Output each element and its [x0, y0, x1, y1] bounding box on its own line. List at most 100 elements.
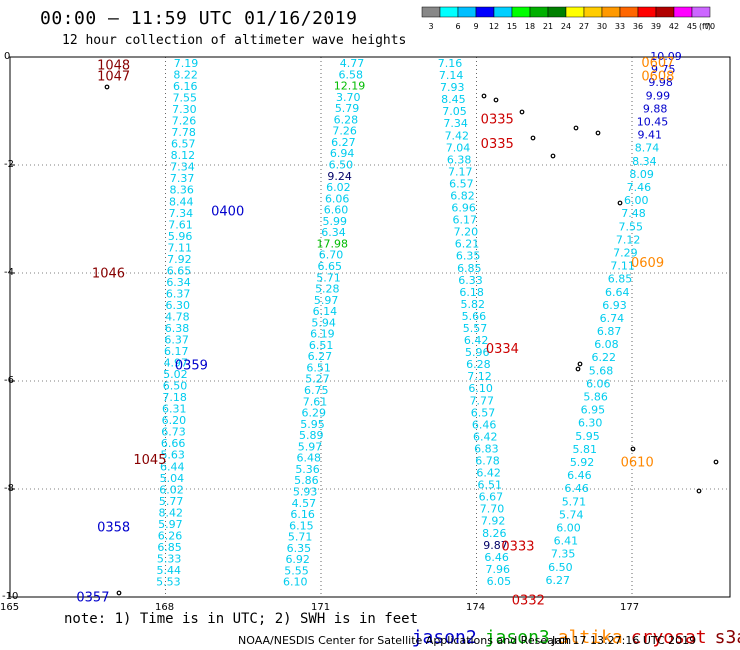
wave-height-label: 5.86	[294, 474, 319, 487]
wave-height-label: 10.09	[650, 50, 682, 63]
island-shape	[481, 93, 487, 99]
wave-height-label: 6.82	[450, 190, 475, 203]
wave-height-label: 7.05	[442, 105, 467, 118]
wave-height-label: 6.50	[329, 158, 354, 171]
wave-height-label: 8.12	[171, 149, 196, 162]
wave-height-label: 5.04	[160, 472, 185, 485]
wave-height-label: 6.42	[473, 430, 498, 443]
wave-height-label: 4.57	[292, 497, 317, 510]
wave-height-label: 6.50	[163, 380, 188, 393]
island-shape	[104, 84, 110, 90]
wave-height-label: 6.70	[319, 249, 344, 262]
wave-height-label: 5.28	[315, 283, 340, 296]
wave-height-label: 7.48	[621, 207, 646, 220]
wave-height-label: 6.18	[459, 286, 484, 299]
legend-jason3: jason3	[484, 627, 550, 648]
lon-label: 168	[155, 602, 175, 613]
wave-height-label: 6.02	[326, 181, 351, 194]
wave-height-label: 8.74	[635, 142, 660, 155]
wave-height-label: 5.97	[158, 518, 183, 531]
wave-height-label: 6.93	[602, 299, 627, 312]
island-shape	[630, 446, 636, 452]
wave-height-label: 6.66	[161, 437, 186, 450]
track-time-label: 0335	[481, 137, 514, 152]
colorbar-tick: 3	[428, 22, 433, 31]
wave-height-label: 8.36	[169, 184, 194, 197]
colorbar-tick: 9	[473, 22, 478, 31]
wave-height-label: 6.75	[304, 384, 329, 397]
wave-height-label: 5.97	[298, 440, 323, 453]
colorbar-swatch	[691, 6, 711, 18]
legend-cryosat: cryosat	[630, 627, 707, 648]
wave-height-label: 9.87	[483, 539, 508, 552]
wave-height-label: 6.65	[318, 260, 343, 273]
island-shape	[617, 200, 623, 206]
wave-height-label: 5.82	[460, 298, 485, 311]
wave-height-label: 8.34	[632, 155, 657, 168]
island-shape	[696, 488, 702, 494]
wave-height-label: 7.55	[619, 220, 644, 233]
colorbar-tick: 15	[507, 22, 517, 31]
wave-height-label: 6.87	[597, 325, 622, 338]
colorbar-tick: 18	[525, 22, 535, 31]
wave-height-label: 7.30	[172, 103, 197, 116]
wave-height-label: 6.46	[564, 482, 589, 495]
wave-height-label: 6.48	[297, 452, 322, 465]
wave-height-label: 5.53	[156, 575, 181, 588]
wave-height-label: 7.19	[174, 57, 199, 70]
island-shape	[595, 130, 601, 136]
wave-height-label: 6.94	[330, 147, 355, 160]
island-shape	[493, 97, 499, 103]
wave-height-label: 5.57	[463, 322, 488, 335]
lon-label: 174	[466, 602, 486, 613]
island-shape	[116, 590, 122, 596]
wave-height-label: 12.19	[334, 80, 366, 93]
track-time-label: 0610	[621, 456, 654, 471]
wave-height-label: 6.14	[313, 305, 338, 318]
wave-height-label: 9.88	[643, 102, 668, 115]
wave-height-label: 7.34	[169, 207, 194, 220]
lat-label: -4	[4, 267, 14, 278]
wave-height-label: 5.93	[293, 486, 318, 499]
wave-height-label: 6.35	[287, 542, 312, 555]
wave-height-label: 6.35	[456, 250, 481, 263]
colorbar-tick: 21	[543, 22, 553, 31]
track-time-label: 1048	[97, 59, 130, 74]
wave-height-label: 8.09	[629, 168, 654, 181]
legend-altika: altika	[557, 627, 623, 648]
lat-label: -2	[4, 159, 14, 170]
wave-height-label: 6.19	[310, 328, 335, 341]
lon-label: 177	[620, 602, 640, 613]
wave-height-label: 6.06	[325, 192, 350, 205]
wave-height-label: 7.70	[480, 503, 505, 516]
wave-height-label: 5.27	[305, 373, 330, 386]
track-time-label: 0359	[175, 358, 208, 373]
wave-height-label: 6.67	[479, 491, 504, 504]
wave-height-label: 7.26	[172, 115, 197, 128]
wave-height-label: 4.97	[164, 357, 189, 370]
wave-height-label: 6.28	[466, 358, 491, 371]
wave-height-label: 5.94	[311, 316, 336, 329]
wave-height-label: 6.20	[162, 414, 187, 427]
wave-height-label: 5.74	[559, 508, 584, 521]
island-shape	[519, 109, 525, 115]
wave-height-label: 6.27	[331, 136, 356, 149]
wave-height-label: 7.46	[627, 181, 652, 194]
wave-height-label: 6.65	[167, 264, 192, 277]
island-shape	[575, 366, 581, 372]
wave-height-label: 5.71	[562, 495, 587, 508]
legend-s3a: s3a	[714, 627, 740, 648]
wave-height-label: 7.61	[168, 218, 193, 231]
wave-height-label: 5.33	[157, 552, 182, 565]
colorbar-tick: 39	[651, 22, 661, 31]
satellite-legend: jason2 jason3 altika cryosat s3a	[390, 606, 740, 648]
wave-height-label: 7.11	[167, 241, 192, 254]
wave-height-label: 7.35	[551, 548, 576, 561]
wave-height-label: 7.42	[445, 129, 470, 142]
colorbar-tick: 70	[705, 22, 715, 31]
wave-height-label: 6.00	[624, 194, 649, 207]
track-time-label: 0357	[76, 591, 109, 606]
wave-height-label: 5.71	[288, 531, 313, 544]
lat-label: -10	[2, 591, 19, 602]
wave-height-label: 6.21	[455, 238, 480, 251]
